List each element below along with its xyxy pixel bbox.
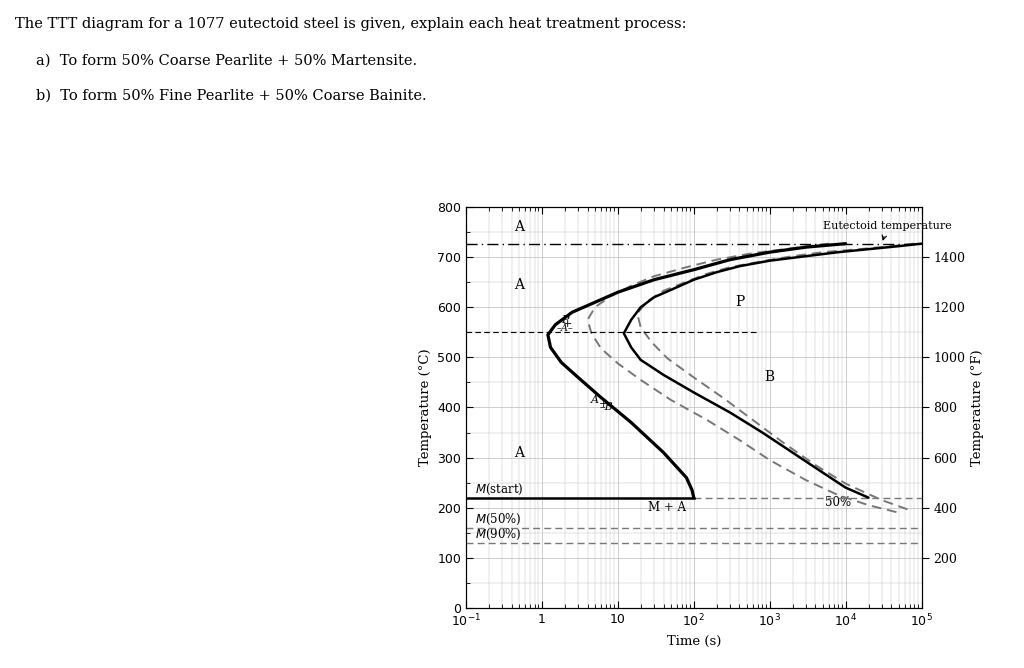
Text: P: P xyxy=(561,315,568,325)
Text: $M$(start): $M$(start) xyxy=(474,482,523,497)
Text: a)  To form 50% Coarse Pearlite + 50% Martensite.: a) To form 50% Coarse Pearlite + 50% Mar… xyxy=(36,53,417,67)
Y-axis label: Temperature (°C): Temperature (°C) xyxy=(419,349,431,466)
Text: P: P xyxy=(735,295,744,309)
Text: A: A xyxy=(591,395,599,405)
Text: A: A xyxy=(514,446,524,460)
Text: A: A xyxy=(514,220,524,234)
Text: –A–: –A– xyxy=(556,325,573,333)
Text: 50%: 50% xyxy=(825,496,851,509)
Text: +: + xyxy=(563,319,572,329)
Text: b)  To form 50% Fine Pearlite + 50% Coarse Bainite.: b) To form 50% Fine Pearlite + 50% Coars… xyxy=(36,88,426,102)
Y-axis label: Temperature (°F): Temperature (°F) xyxy=(971,349,984,466)
Text: $M$(50%): $M$(50%) xyxy=(474,512,521,527)
Text: +: + xyxy=(599,399,608,409)
Text: A: A xyxy=(514,278,524,292)
Text: $M$(90%): $M$(90%) xyxy=(474,527,521,542)
Text: The TTT diagram for a 1077 eutectoid steel is given, explain each heat treatment: The TTT diagram for a 1077 eutectoid ste… xyxy=(15,17,687,31)
Text: M + A: M + A xyxy=(648,501,686,514)
Text: B: B xyxy=(765,371,775,384)
Text: Eutectoid temperature: Eutectoid temperature xyxy=(823,221,951,240)
Text: –B: –B xyxy=(599,403,613,412)
X-axis label: Time (s): Time (s) xyxy=(667,635,721,648)
